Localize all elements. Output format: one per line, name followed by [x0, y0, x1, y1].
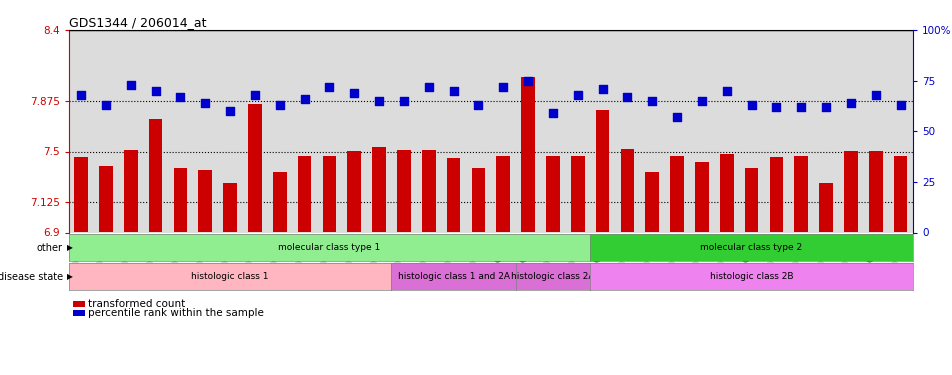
Text: molecular class type 1: molecular class type 1 [278, 243, 380, 252]
Bar [124, 150, 137, 232]
Text: histologic class 2B: histologic class 2B [709, 272, 792, 281]
Point [693, 98, 708, 104]
Text: disease state: disease state [0, 272, 63, 282]
Bar [645, 172, 659, 232]
Bar [347, 152, 361, 232]
Point [322, 84, 337, 90]
Bar [223, 183, 237, 232]
Point [396, 98, 411, 104]
Text: histologic class 1 and 2A: histologic class 1 and 2A [397, 272, 509, 281]
Point [98, 102, 113, 108]
Bar [99, 166, 112, 232]
Point [569, 92, 585, 98]
Bar [694, 162, 708, 232]
Point [371, 98, 387, 104]
Point [297, 96, 312, 102]
Point [148, 88, 163, 94]
Text: molecular class type 2: molecular class type 2 [700, 243, 802, 252]
Point [594, 86, 609, 92]
Text: other: other [37, 243, 63, 253]
Point [271, 102, 287, 108]
Text: histologic class 2A: histologic class 2A [510, 272, 594, 281]
Point [768, 104, 783, 110]
Bar [272, 172, 287, 232]
Bar [397, 150, 410, 232]
Bar [620, 149, 633, 232]
Bar [471, 168, 485, 232]
Point [197, 100, 212, 106]
Bar [322, 156, 336, 232]
Bar [819, 183, 832, 232]
Bar [422, 150, 435, 232]
Point [619, 94, 634, 100]
Text: ▶: ▶ [67, 243, 72, 252]
Bar [744, 168, 758, 232]
Point [668, 114, 684, 120]
Text: transformed count: transformed count [88, 299, 185, 309]
Text: ▶: ▶ [67, 272, 72, 281]
Bar [74, 157, 88, 232]
Bar [173, 168, 187, 232]
Point [247, 92, 262, 98]
Point [719, 88, 734, 94]
Point [123, 82, 138, 88]
Bar [719, 154, 733, 232]
Point [744, 102, 759, 108]
Point [843, 100, 858, 106]
Bar [149, 119, 162, 232]
Point [73, 92, 89, 98]
Bar [769, 157, 783, 232]
Bar [595, 110, 608, 232]
Text: percentile rank within the sample: percentile rank within the sample [88, 308, 264, 318]
Bar [893, 156, 906, 232]
Bar [496, 156, 509, 232]
Text: histologic class 1: histologic class 1 [191, 272, 268, 281]
Bar [198, 170, 211, 232]
Point [222, 108, 237, 114]
Point [520, 78, 535, 84]
Bar [446, 158, 460, 232]
Bar [248, 104, 262, 232]
Point [421, 84, 436, 90]
Point [867, 92, 883, 98]
Point [446, 88, 461, 94]
Point [892, 102, 907, 108]
Point [470, 102, 486, 108]
Point [793, 104, 808, 110]
Point [347, 90, 362, 96]
Bar [297, 156, 311, 232]
Bar [521, 77, 534, 232]
Point [172, 94, 188, 100]
Bar [794, 156, 807, 232]
Point [818, 104, 833, 110]
Bar [868, 152, 882, 232]
Point [545, 110, 560, 116]
Bar [843, 152, 857, 232]
Point [495, 84, 510, 90]
Bar [545, 156, 559, 232]
Text: GDS1344 / 206014_at: GDS1344 / 206014_at [69, 16, 206, 29]
Bar [570, 156, 584, 232]
Bar [372, 147, 386, 232]
Point [644, 98, 659, 104]
Bar [669, 156, 684, 232]
